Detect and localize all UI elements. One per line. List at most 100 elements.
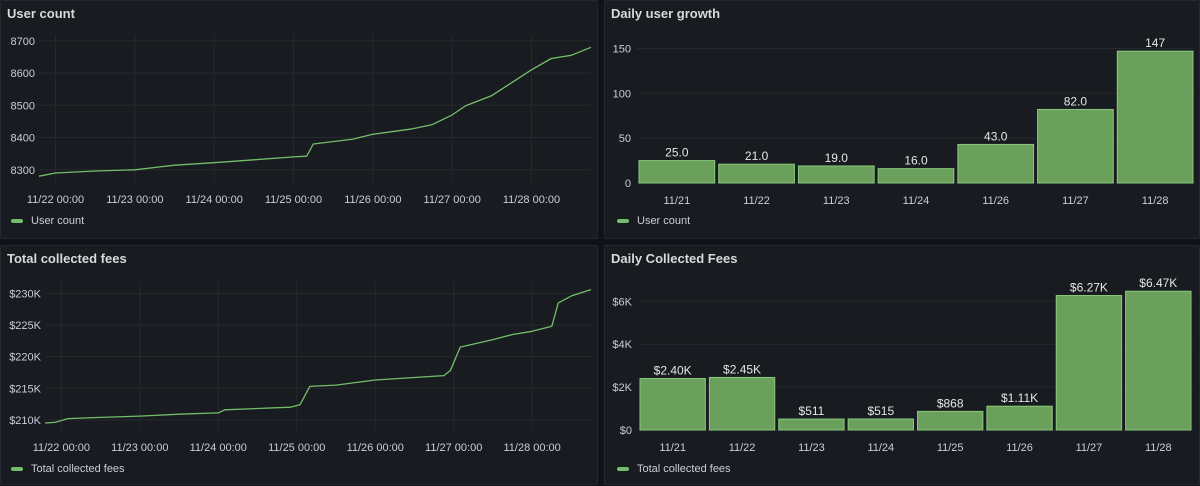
- bar: [778, 418, 845, 431]
- bar: [877, 168, 955, 184]
- x-tick-label: 11/23 00:00: [111, 442, 168, 454]
- x-tick-label: 11/27 00:00: [424, 194, 481, 206]
- bar: [1116, 50, 1194, 184]
- bar-value-label: 147: [1145, 36, 1165, 50]
- y-tick-label: 150: [613, 43, 631, 55]
- panel-title: User count: [7, 6, 75, 21]
- total-fees-panel: Total collected fees $210K $215K $220K $225…: [0, 245, 598, 485]
- y-tick-label: $215K: [9, 383, 41, 395]
- y-tick-label: $2K: [612, 382, 632, 394]
- daily-user-growth-panel: Daily user growth 0 50 100 150 25.0 11/21 21.0…: [604, 0, 1200, 239]
- legend-swatch: [617, 219, 629, 223]
- x-tick-label: 11/24 00:00: [190, 442, 247, 454]
- bar: [917, 410, 984, 431]
- bar-value-label: $868: [937, 396, 964, 410]
- series-line: [44, 288, 592, 424]
- legend-swatch: [617, 467, 629, 471]
- x-tick-label: 11/24 00:00: [186, 194, 243, 206]
- bar-value-label: 19.0: [825, 151, 849, 165]
- bar-value-label: 82.0: [1064, 94, 1088, 108]
- x-tick-label: 11/26 00:00: [347, 442, 404, 454]
- x-tick-label: 11/27: [1062, 195, 1089, 207]
- daily-user-growth-chart: 0 50 100 150 25.0 11/21 21.0 11/22 19.0 11/23 16.0…: [613, 36, 1195, 207]
- bar: [708, 376, 776, 431]
- bar: [1055, 295, 1123, 431]
- bar-value-label: 25.0: [665, 146, 689, 160]
- legend-label: Total collected fees: [637, 463, 731, 475]
- y-tick-label: $6K: [612, 296, 632, 308]
- panel-title: Daily Collected Fees: [611, 251, 738, 266]
- y-tick-label: $225K: [9, 320, 41, 332]
- y-tick-label: $4K: [612, 339, 632, 351]
- x-tick-label: 11/25 00:00: [268, 442, 325, 454]
- bar-value-label: $6.47K: [1139, 276, 1177, 290]
- bar: [1125, 290, 1192, 431]
- y-tick-label: 8600: [11, 68, 35, 80]
- y-tick-label: 100: [613, 88, 631, 100]
- x-tick-label: 11/28 00:00: [504, 442, 561, 454]
- bar-value-label: 21.0: [745, 149, 769, 163]
- legend-item[interactable]: Total collected fees: [11, 463, 125, 475]
- series-line: [38, 46, 592, 177]
- bar: [718, 163, 795, 184]
- total-fees-chart: $210K $215K $220K $225K $230K 11/22 00:00 11/2…: [9, 282, 592, 454]
- bar-value-label: 43.0: [984, 129, 1008, 143]
- legend-label: User count: [31, 215, 85, 227]
- legend-label: User count: [637, 215, 691, 227]
- legend-item[interactable]: User count: [617, 215, 690, 227]
- y-tick-label: 0: [625, 178, 631, 190]
- x-tick-label: 11/28: [1142, 195, 1169, 207]
- user-count-panel: User count 8300 8400 8500 8600 8700 11/22 00:…: [0, 0, 598, 239]
- legend-item[interactable]: User count: [11, 215, 84, 227]
- y-tick-label: 8500: [11, 100, 35, 112]
- x-tick-label: 11/22 00:00: [33, 442, 90, 454]
- x-tick-label: 11/27: [1076, 442, 1103, 454]
- x-tick-label: 11/27 00:00: [425, 442, 482, 454]
- y-tick-label: 8400: [11, 133, 35, 145]
- x-tick-label: 11/23: [823, 195, 850, 207]
- legend-label: Total collected fees: [31, 463, 125, 475]
- x-tick-label: 11/24: [903, 195, 930, 207]
- x-tick-label: 11/25: [937, 442, 964, 454]
- panel-title: Daily user growth: [611, 6, 721, 21]
- bar-value-label: $6.27K: [1070, 281, 1108, 295]
- legend-swatch: [11, 219, 23, 223]
- y-tick-label: 8700: [11, 36, 35, 48]
- bar-value-label: 16.0: [904, 154, 928, 168]
- legend-item[interactable]: Total collected fees: [617, 463, 731, 475]
- x-tick-label: 11/28: [1145, 442, 1172, 454]
- y-tick-label: $0: [620, 425, 632, 437]
- daily-fees-chart: $0 $2K $4K $6K $2.40K 11/21 $2.45K 11/22 $511 11/…: [612, 276, 1193, 454]
- x-tick-label: 11/25 00:00: [265, 194, 322, 206]
- bar: [847, 418, 914, 431]
- panel-title: Total collected fees: [7, 251, 127, 266]
- legend-swatch: [11, 467, 23, 471]
- bar: [957, 143, 1035, 184]
- bar: [1037, 108, 1114, 184]
- bar: [638, 160, 716, 184]
- bar-value-label: $511: [799, 404, 825, 418]
- x-tick-label: 11/26 00:00: [344, 194, 401, 206]
- x-tick-label: 11/22: [743, 195, 770, 207]
- bar-value-label: $2.45K: [723, 362, 761, 376]
- x-tick-label: 11/21: [659, 442, 686, 454]
- x-tick-label: 11/23: [798, 442, 825, 454]
- y-tick-label: 8300: [11, 165, 35, 177]
- bar: [986, 405, 1053, 431]
- bar: [639, 378, 706, 431]
- daily-fees-panel: Daily Collected Fees $0 $2K $4K $6K $2.40K 11…: [604, 245, 1200, 485]
- y-tick-label: $210K: [9, 415, 41, 427]
- x-tick-label: 11/23 00:00: [106, 194, 163, 206]
- x-tick-label: 11/28 00:00: [503, 194, 560, 206]
- x-tick-label: 11/21: [663, 195, 690, 207]
- y-tick-label: 50: [619, 133, 631, 145]
- bar: [797, 165, 875, 184]
- x-tick-label: 11/26: [982, 195, 1009, 207]
- x-tick-label: 11/22: [729, 442, 756, 454]
- bar-value-label: $2.40K: [654, 364, 692, 378]
- x-tick-label: 11/24: [867, 442, 894, 454]
- bar-value-label: $1.11K: [1001, 391, 1038, 405]
- y-tick-label: $230K: [9, 288, 41, 300]
- x-tick-label: 11/26: [1006, 442, 1033, 454]
- y-tick-label: $220K: [9, 352, 41, 364]
